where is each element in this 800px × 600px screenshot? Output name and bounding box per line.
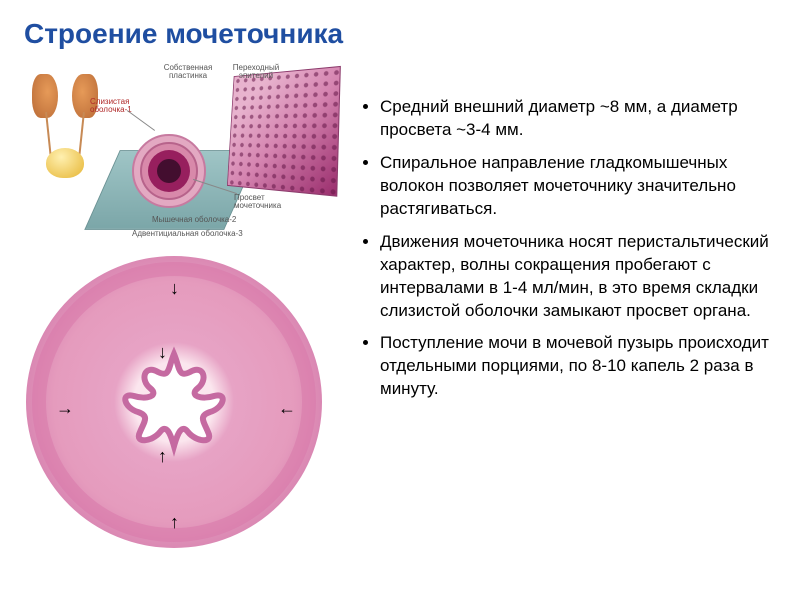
label-epithelium: Переходный эпителий	[228, 64, 284, 81]
text-column: Средний внешний диаметр ~8 мм, а диаметр…	[360, 64, 776, 550]
label-lumen: Просвет мочеточника	[234, 194, 314, 211]
arrow-icon: ↓	[170, 278, 179, 299]
arrow-icon: ↑	[158, 446, 167, 467]
ureter-3d-diagram: Слизистая оболочка-1 Собственная пластин…	[24, 64, 344, 244]
histology-cross-section: → ← ↓ ↑ ↓ ↑	[24, 254, 324, 550]
epithelium-cube	[227, 66, 341, 197]
mucosa-ring	[148, 150, 190, 192]
arrow-icon: ↑	[170, 512, 179, 533]
label-lamina: Собственная пластинка	[158, 64, 218, 81]
label-muscularis: Мышечная оболочка-2	[152, 216, 252, 224]
bullet-item: Поступление мочи в мочевой пузырь происх…	[380, 332, 776, 401]
arrow-icon: ←	[278, 398, 296, 419]
arrow-icon: →	[56, 398, 74, 419]
bullet-item: Средний внешний диаметр ~8 мм, а диаметр…	[380, 96, 776, 142]
page-title: Строение мочеточника	[24, 18, 776, 50]
bullet-list: Средний внешний диаметр ~8 мм, а диаметр…	[360, 96, 776, 401]
lumen-star	[94, 322, 254, 482]
arrow-icon: ↓	[158, 342, 167, 363]
bullet-item: Движения мочеточника носят перистальтиче…	[380, 231, 776, 323]
urinary-system-icon	[30, 72, 100, 182]
content-row: Слизистая оболочка-1 Собственная пластин…	[24, 64, 776, 550]
label-mucosa: Слизистая оболочка-1	[90, 98, 140, 115]
leader-line	[127, 110, 155, 131]
lumen-path	[125, 354, 222, 446]
label-adventitia: Адвентициальная оболочка-3	[132, 230, 272, 238]
bullet-item: Спиральное направление гладкомышечных во…	[380, 152, 776, 221]
figures-column: Слизистая оболочка-1 Собственная пластин…	[24, 64, 344, 550]
